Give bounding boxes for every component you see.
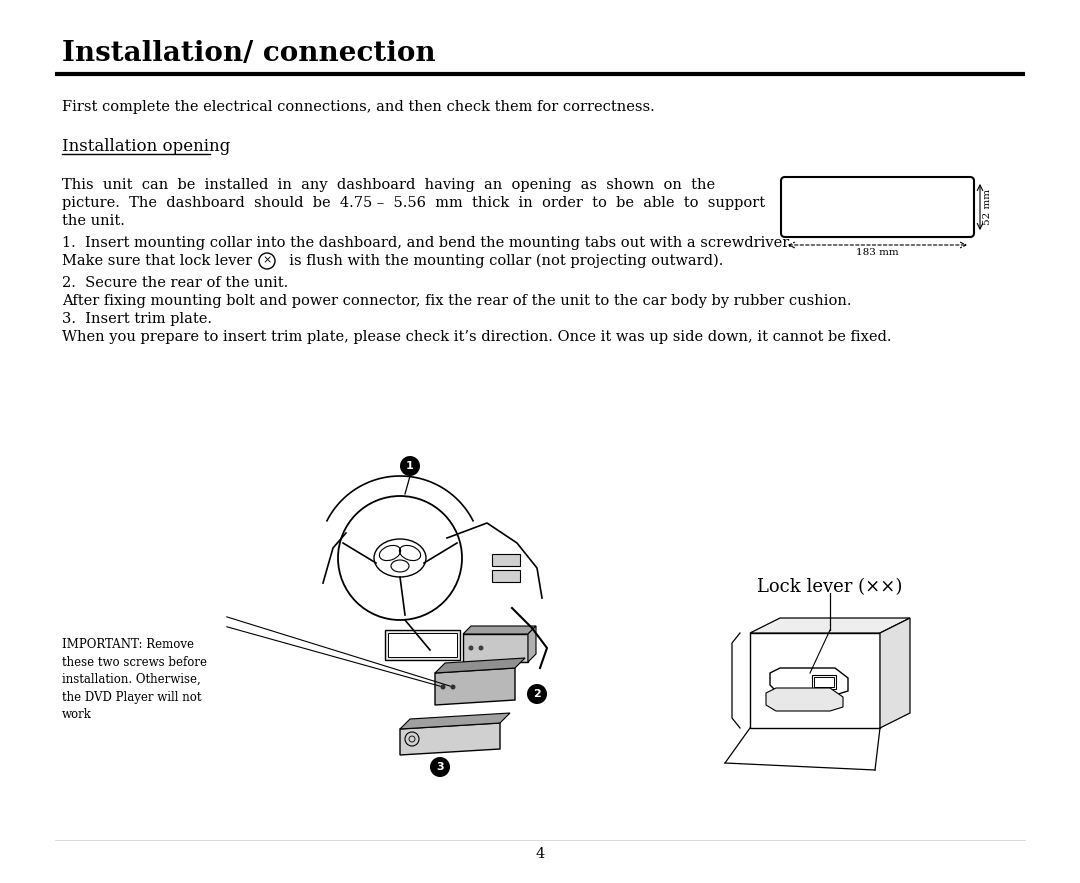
Text: picture.  The  dashboard  should  be  4.75 –  5.56  mm  thick  in  order  to  be: picture. The dashboard should be 4.75 – … [62, 196, 765, 210]
Circle shape [527, 684, 546, 704]
Text: First complete the electrical connections, and then check them for correctness.: First complete the electrical connection… [62, 100, 654, 114]
Text: Installation/ connection: Installation/ connection [62, 40, 435, 67]
Text: After fixing mounting bolt and power connector, fix the rear of the unit to the : After fixing mounting bolt and power con… [62, 294, 851, 308]
Circle shape [441, 684, 446, 690]
Polygon shape [435, 658, 525, 673]
Polygon shape [435, 668, 515, 705]
Bar [388, 633, 457, 657]
Polygon shape [400, 723, 500, 755]
Bar [492, 570, 519, 582]
Text: 3: 3 [436, 762, 444, 772]
Polygon shape [770, 668, 848, 695]
Polygon shape [750, 633, 880, 728]
Text: the unit.: the unit. [62, 214, 125, 228]
Text: 2.  Secure the rear of the unit.: 2. Secure the rear of the unit. [62, 276, 288, 290]
Text: Lock lever (××): Lock lever (××) [757, 578, 903, 596]
Text: 1.  Insert mounting collar into the dashboard, and bend the mounting tabs out wi: 1. Insert mounting collar into the dashb… [62, 236, 793, 250]
Bar [492, 554, 519, 566]
Polygon shape [766, 688, 843, 711]
Text: When you prepare to insert trim plate, please check it’s direction. Once it was : When you prepare to insert trim plate, p… [62, 330, 891, 344]
Polygon shape [528, 626, 536, 662]
Text: IMPORTANT: Remove
these two screws before
installation. Otherwise,
the DVD Playe: IMPORTANT: Remove these two screws befor… [62, 638, 207, 721]
Polygon shape [750, 618, 910, 633]
Text: 3.  Insert trim plate.: 3. Insert trim plate. [62, 312, 212, 326]
Text: is flush with the mounting collar (not projecting outward).: is flush with the mounting collar (not p… [280, 254, 724, 268]
Circle shape [450, 684, 456, 690]
Circle shape [478, 645, 484, 651]
Text: 4: 4 [536, 847, 544, 861]
Text: 183 mm: 183 mm [856, 248, 899, 257]
Bar [384, 630, 460, 660]
FancyBboxPatch shape [463, 634, 528, 662]
Circle shape [400, 456, 420, 476]
Text: ×: × [262, 255, 272, 265]
Text: 52 mm: 52 mm [983, 189, 993, 225]
Text: 1: 1 [406, 461, 414, 471]
Polygon shape [880, 618, 910, 728]
Circle shape [430, 757, 450, 777]
Text: 2: 2 [534, 689, 541, 699]
Polygon shape [463, 626, 536, 634]
Text: This  unit  can  be  installed  in  any  dashboard  having  an  opening  as  sho: This unit can be installed in any dashbo… [62, 178, 715, 192]
Bar [814, 677, 834, 687]
Text: Installation opening: Installation opening [62, 138, 230, 155]
Text: Make sure that lock lever: Make sure that lock lever [62, 254, 257, 268]
Polygon shape [400, 713, 510, 729]
Bar [812, 675, 836, 689]
Circle shape [469, 645, 473, 651]
FancyBboxPatch shape [781, 177, 974, 237]
